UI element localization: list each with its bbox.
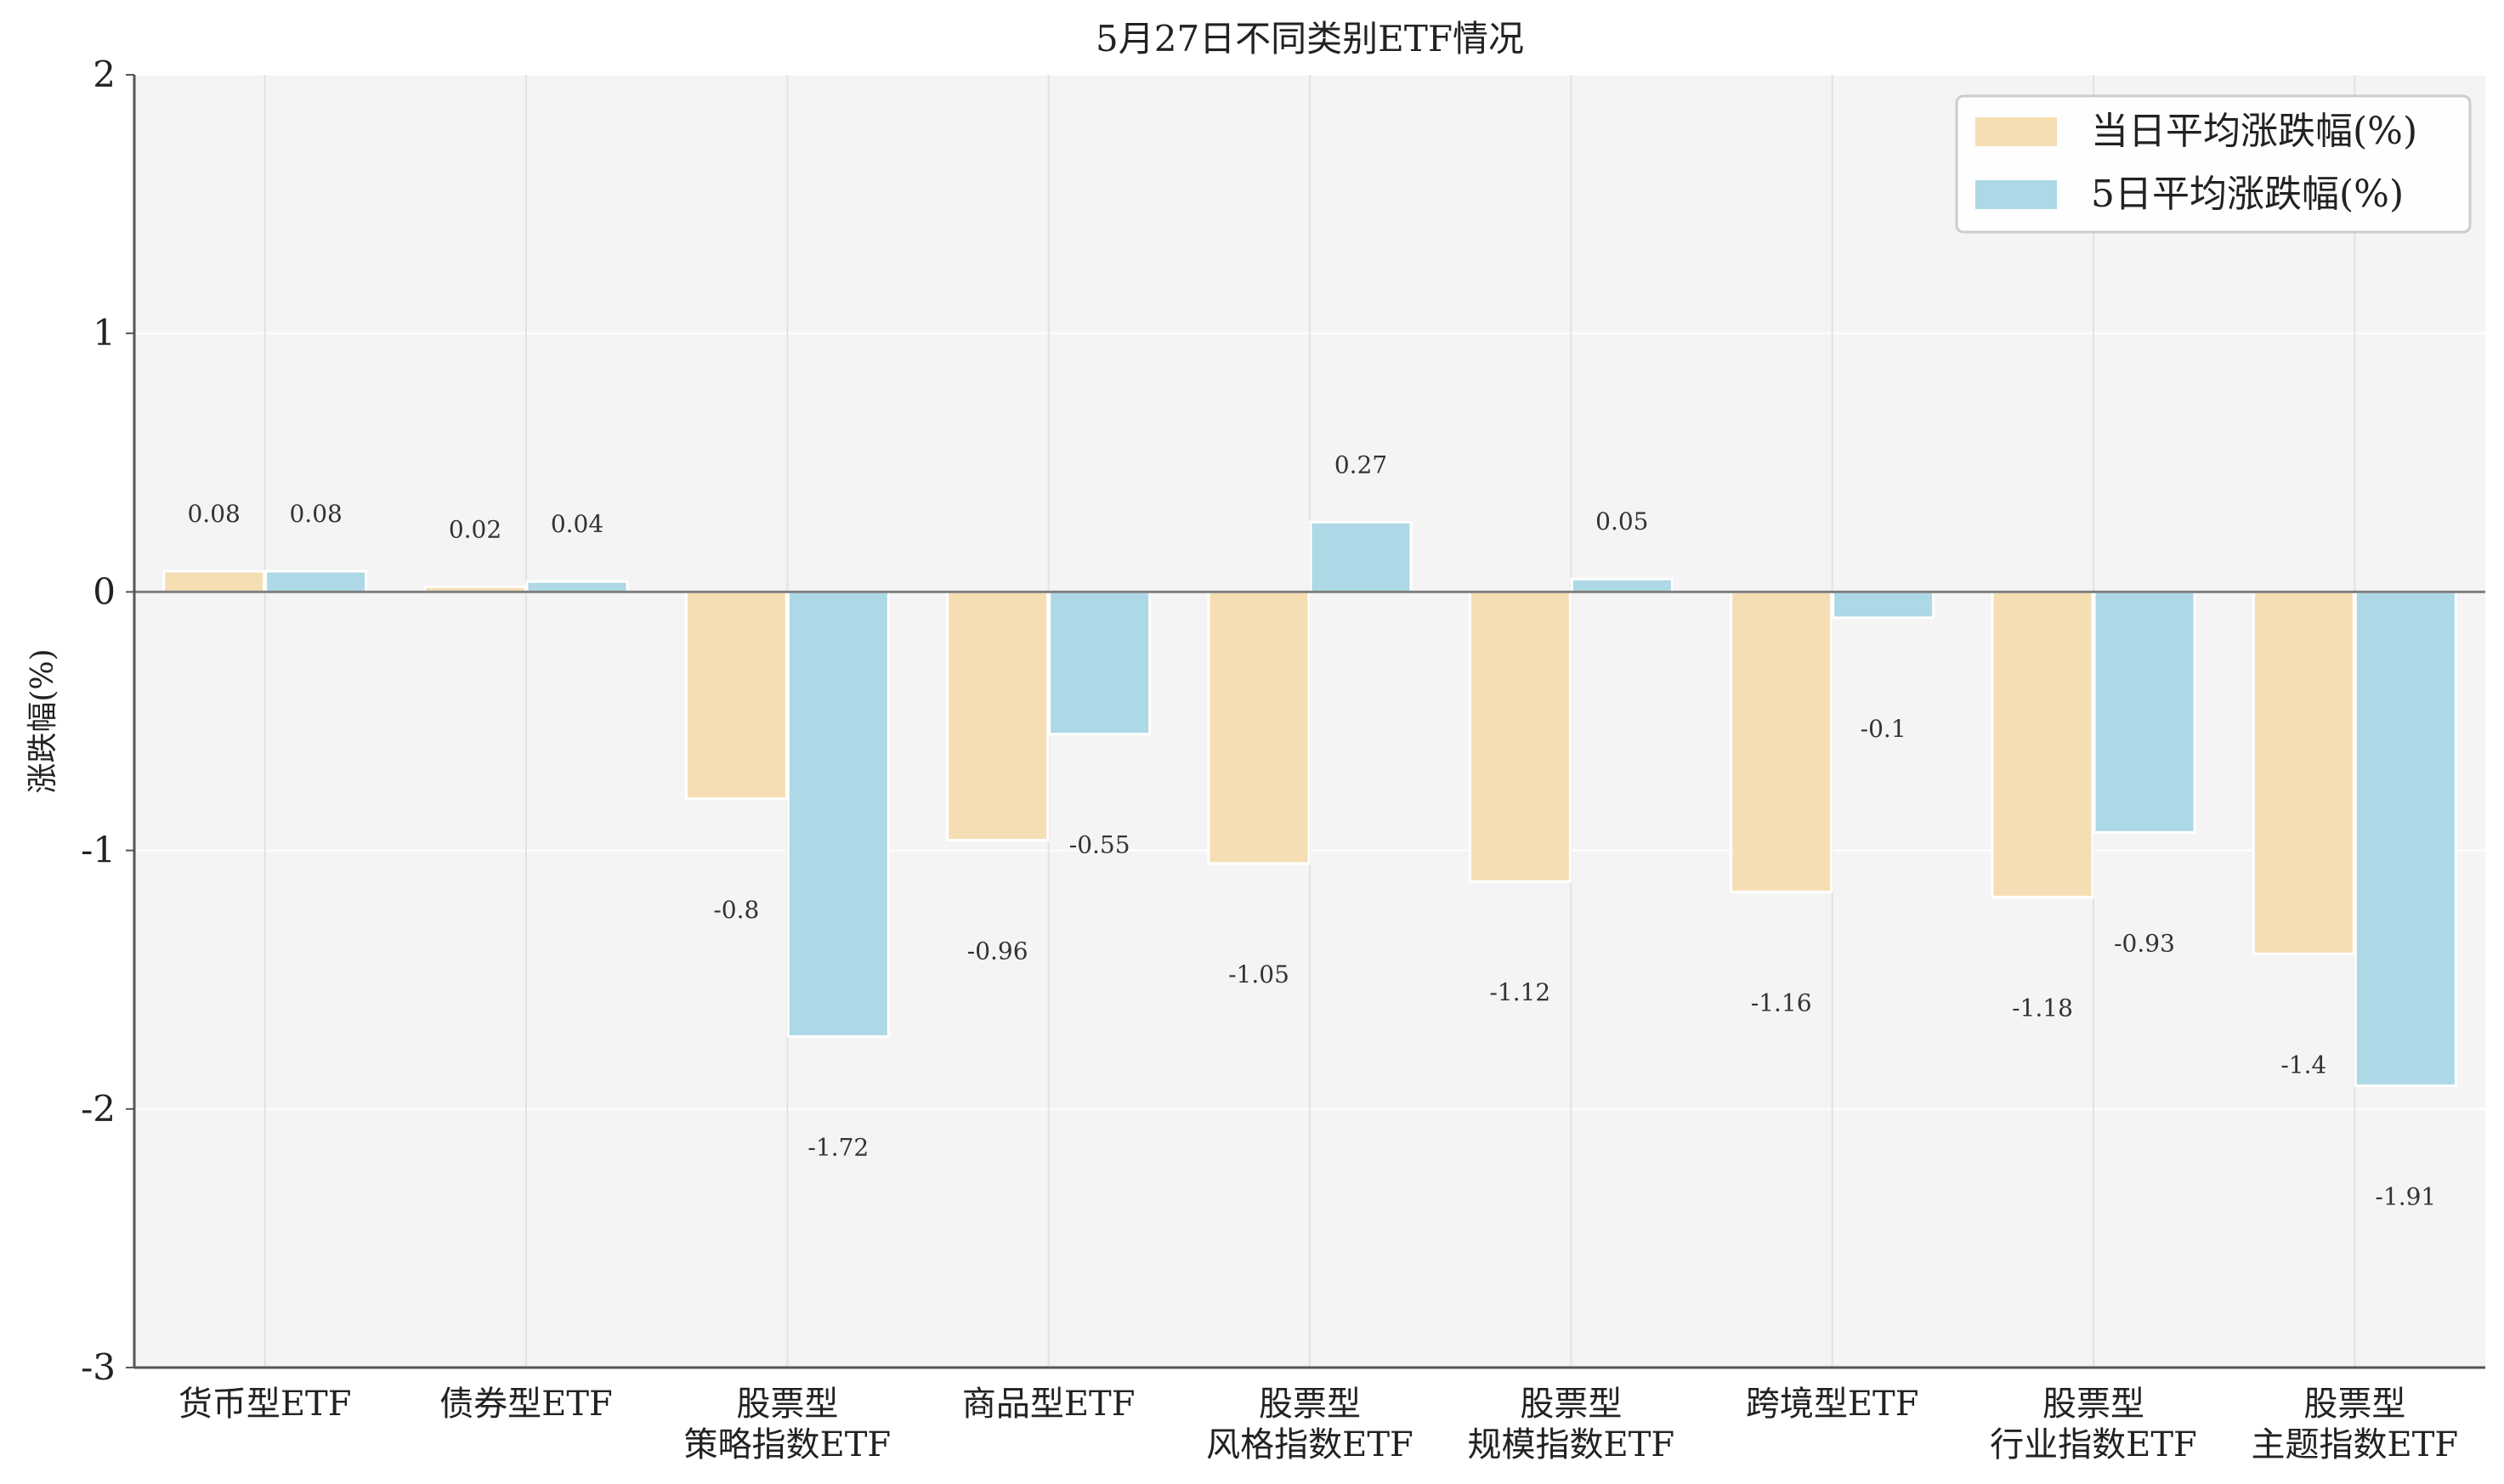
y-tick-label: -2 (81, 1088, 116, 1130)
x-tick-label: 股票型 (1520, 1385, 1622, 1424)
legend-label: 当日平均涨跌幅(%) (2091, 110, 2417, 153)
bar-five-day (525, 580, 629, 593)
data-label: -1.05 (1228, 960, 1289, 988)
bar-daily (2252, 590, 2355, 955)
bar-five-day (2354, 590, 2457, 1087)
data-label: 0.08 (187, 500, 240, 528)
bar-daily (1468, 590, 1572, 883)
data-label: 0.05 (1595, 507, 1648, 535)
x-tick-label: 股票型 (1259, 1385, 1361, 1424)
bar-five-day (1570, 577, 1674, 593)
legend[interactable]: 当日平均涨跌幅(%) 5日平均涨跌幅(%) (1955, 94, 2472, 234)
data-label: -0.8 (713, 896, 759, 924)
bar-daily (162, 569, 266, 593)
data-label: -0.93 (2114, 929, 2175, 957)
data-label: -1.72 (807, 1134, 869, 1162)
data-label: -1.4 (2280, 1051, 2326, 1079)
bar-daily (1207, 590, 1311, 865)
x-tick-label: 跨境型ETF (1746, 1385, 1919, 1424)
x-tick-label: 股票型 (736, 1385, 838, 1424)
y-tick-labels: -3 -2 -1 0 1 2 (81, 54, 134, 1388)
data-label: 0.04 (551, 510, 603, 538)
bar-five-day (264, 569, 368, 593)
x-tick-label: 行业指数ETF (1990, 1425, 2197, 1464)
legend-box (1955, 94, 2472, 234)
data-labels: 0.08 0.02 -0.8 -0.96 -1.05 -1.12 -1.16 -1.18 -1.… (187, 450, 2436, 1210)
y-tick-label: -1 (81, 830, 116, 871)
legend-swatch (1975, 117, 2057, 146)
axes (133, 75, 2485, 1369)
x-tick-label: 风格指数ETF (1206, 1425, 1413, 1464)
bar-daily (684, 590, 788, 801)
legend-swatch (1975, 180, 2057, 209)
y-tick-label: -3 (81, 1346, 116, 1388)
bar-five-day (1048, 590, 1152, 736)
x-tick-label: 主题指数ETF (2252, 1425, 2459, 1464)
chart-title: 5月27日不同类别ETF情况 (1096, 18, 1524, 59)
data-label: 0.27 (1334, 450, 1387, 479)
data-label: -0.96 (967, 937, 1028, 965)
y-axis-label: 涨跌幅(%) (25, 649, 60, 793)
bar-daily (946, 590, 1050, 841)
data-label: -1.12 (1489, 978, 1550, 1006)
x-tick-label: 商品型ETF (962, 1385, 1136, 1424)
x-tick-label: 货币型ETF (178, 1385, 352, 1424)
y-tick-label: 1 (93, 312, 116, 354)
data-label: -1.18 (2012, 994, 2073, 1022)
y-tick-label: 0 (93, 570, 116, 612)
bars (162, 520, 2457, 1087)
bar-five-day (786, 590, 890, 1039)
data-label: -0.1 (1861, 715, 1906, 743)
bar-five-day (1309, 520, 1413, 593)
y-tick-label: 2 (93, 54, 116, 95)
data-label: -0.55 (1069, 831, 1130, 859)
bar-daily (1730, 590, 1833, 893)
bar-five-day (1832, 590, 1935, 620)
data-label: 0.08 (289, 500, 342, 528)
x-tick-label: 债券型ETF (439, 1385, 613, 1424)
x-tick-label: 股票型 (2042, 1385, 2144, 1424)
data-label: -1.91 (2375, 1182, 2436, 1210)
legend-label: 5日平均涨跌幅(%) (2091, 173, 2404, 216)
x-tick-label: 股票型 (2303, 1385, 2405, 1424)
x-tick-label: 规模指数ETF (1468, 1425, 1675, 1464)
data-label: 0.02 (449, 515, 501, 543)
bar-daily (1991, 590, 2094, 898)
data-label: -1.16 (1751, 988, 1812, 1017)
x-tick-label: 策略指数ETF (684, 1425, 892, 1464)
bar-five-day (2093, 590, 2196, 834)
